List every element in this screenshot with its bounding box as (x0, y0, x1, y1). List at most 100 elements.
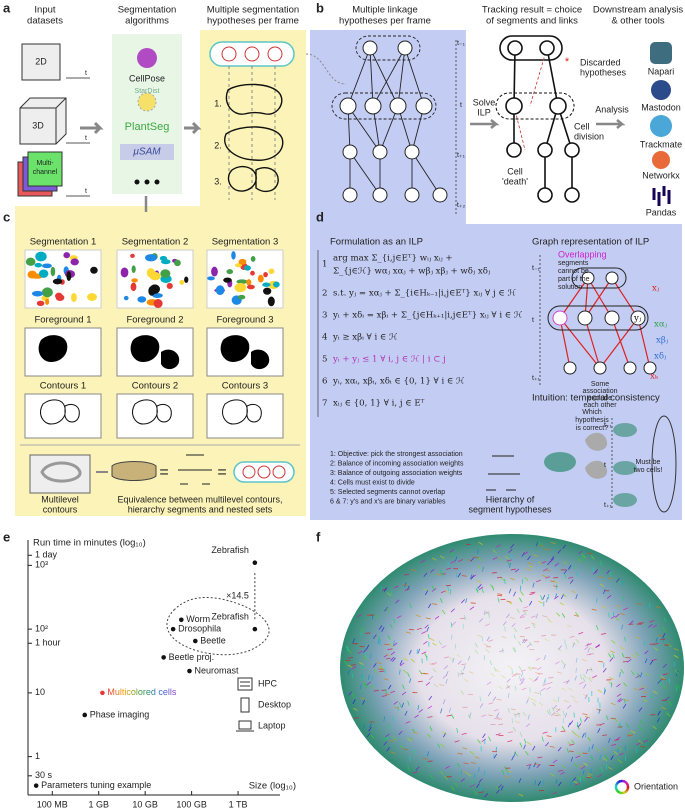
track (390, 690, 396, 694)
contour-image (24, 393, 102, 439)
track (642, 691, 648, 694)
track (351, 666, 357, 670)
track (552, 759, 558, 764)
track (399, 660, 403, 665)
track (533, 678, 538, 682)
point-label: Zebrafish (211, 545, 249, 555)
decoration (347, 47, 441, 196)
equation: Σ_{j∈ℋ} wαⱼ xαⱼ + wβⱼ xβⱼ + wδⱼ xδⱼ (333, 267, 490, 277)
column-title: Contours 3 (222, 381, 268, 392)
track (587, 772, 593, 776)
track (435, 573, 441, 576)
track (474, 756, 480, 759)
track (417, 648, 421, 654)
track (584, 716, 590, 719)
track (460, 670, 464, 676)
panel-label: c (3, 209, 10, 224)
track (649, 660, 654, 665)
equation-number: 1 (322, 260, 327, 270)
track (381, 589, 387, 591)
track (567, 704, 572, 709)
track (549, 745, 555, 748)
y-tick-label: 1 hour (35, 638, 61, 648)
decoration (613, 423, 637, 437)
track (639, 672, 643, 678)
track (643, 739, 649, 743)
legend-label: Desktop (258, 699, 291, 709)
cell (244, 265, 251, 271)
track (519, 732, 523, 737)
title: Formulation as an ILP (330, 237, 423, 248)
track (591, 608, 597, 611)
track (611, 639, 616, 644)
track (546, 710, 550, 715)
track (372, 663, 377, 668)
legend-label: Laptop (258, 720, 286, 730)
track (617, 697, 622, 702)
track (610, 650, 615, 654)
track (662, 637, 665, 643)
track (610, 615, 616, 619)
track (520, 669, 526, 672)
track (513, 713, 517, 718)
track (423, 587, 428, 592)
track (511, 623, 516, 628)
track (460, 770, 462, 776)
track (599, 754, 602, 760)
caption: Hierarchy of (486, 494, 535, 504)
track (550, 772, 555, 777)
cell (207, 276, 215, 281)
track (613, 751, 619, 755)
track (459, 672, 465, 675)
track (437, 743, 441, 749)
track (639, 719, 643, 725)
track (383, 716, 386, 722)
cell (31, 290, 44, 297)
track (644, 650, 649, 655)
track (442, 699, 446, 705)
point-label: Worm (186, 614, 210, 624)
track (532, 623, 536, 629)
track (532, 701, 536, 707)
track (467, 714, 472, 720)
track (523, 551, 529, 555)
cell (55, 294, 65, 302)
decoration (240, 697, 250, 713)
track (389, 623, 393, 629)
track (393, 585, 399, 589)
tool: Napari (648, 66, 675, 76)
track (425, 617, 431, 620)
track (477, 739, 481, 744)
track (553, 714, 560, 717)
decoration (404, 144, 420, 160)
track (624, 745, 627, 751)
track (597, 689, 603, 693)
cell (137, 296, 147, 303)
track (582, 769, 585, 775)
track (577, 558, 582, 563)
cell (268, 268, 275, 274)
track (578, 751, 583, 756)
track (570, 756, 574, 762)
track (440, 771, 445, 776)
cell (70, 292, 77, 302)
decoration (470, 119, 500, 129)
track (493, 716, 499, 720)
track (496, 712, 500, 718)
track (614, 739, 620, 741)
track (360, 627, 365, 632)
tool: Trackmate (640, 139, 682, 149)
track (545, 569, 551, 572)
track (534, 779, 537, 786)
annotation: division (574, 131, 604, 141)
decoration (650, 115, 672, 137)
orientation-ring (623, 791, 626, 795)
track (523, 744, 526, 750)
track (582, 677, 586, 683)
track (425, 681, 431, 686)
track (477, 557, 482, 562)
decoration (225, 83, 283, 115)
track (552, 698, 558, 703)
track (368, 726, 372, 732)
track (528, 666, 534, 670)
